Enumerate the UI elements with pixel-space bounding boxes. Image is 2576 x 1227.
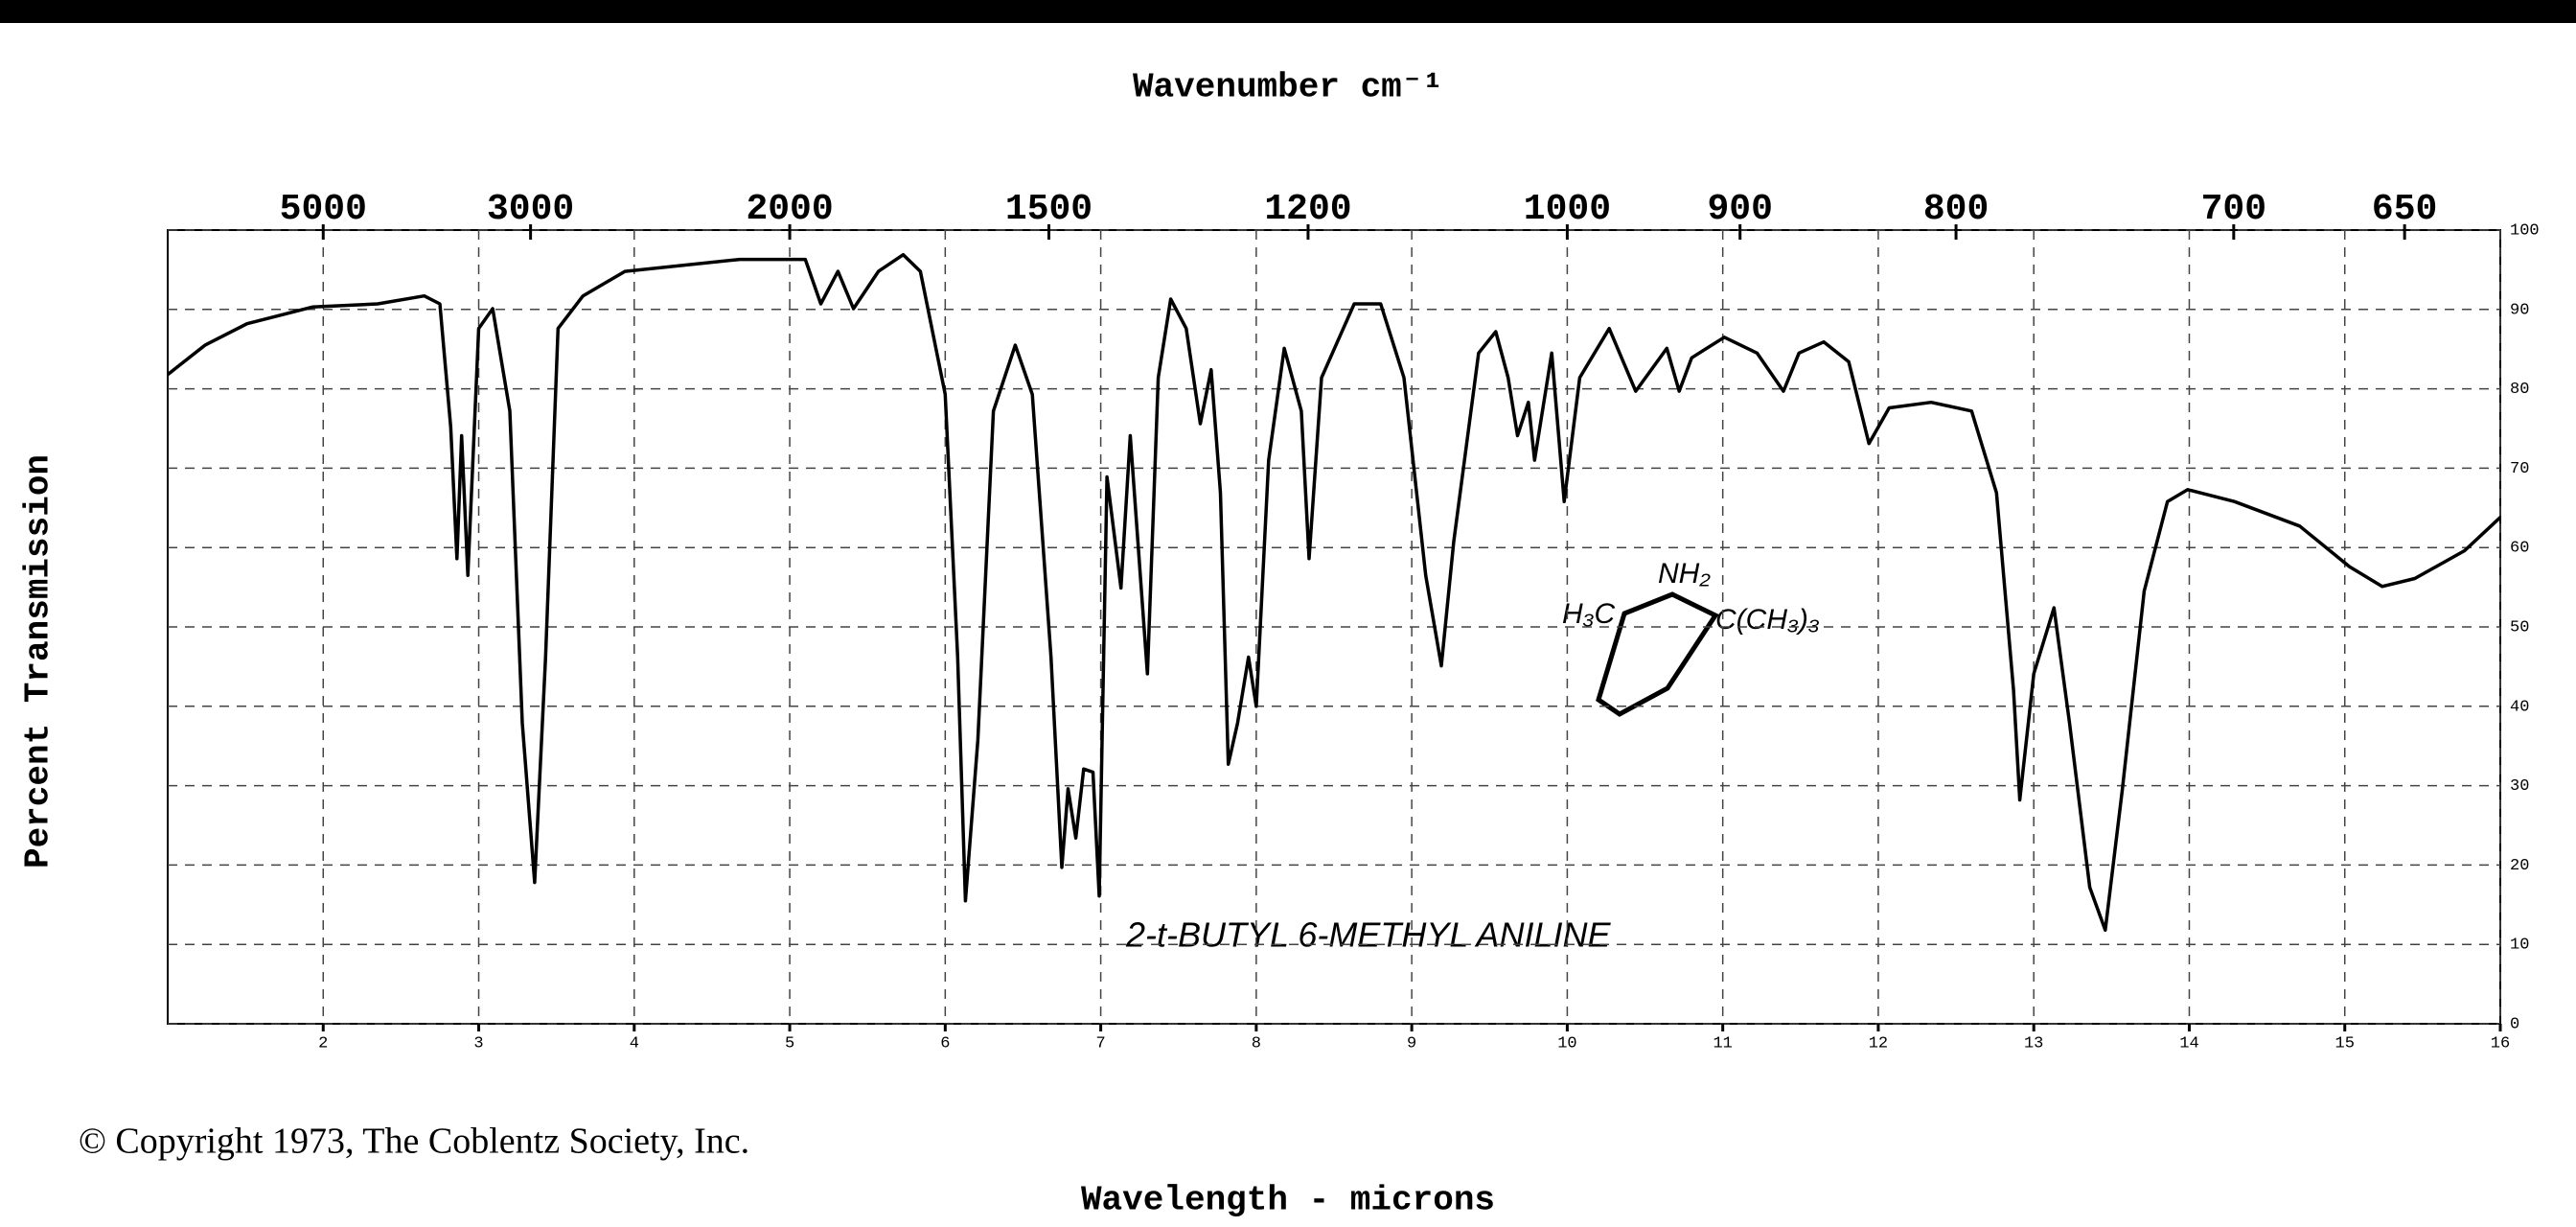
x-tick-label: 12 [1869,1034,1888,1053]
x-tick-label: 10 [1557,1034,1576,1053]
y-tick-label: 70 [2510,460,2529,478]
x-tick-label: 2 [318,1034,328,1053]
structure-nh2: NH₂ [1658,558,1711,590]
y-tick-label: 90 [2510,301,2529,319]
top-tick-label: 650 [2372,189,2437,230]
x-tick-label: 8 [1252,1034,1261,1053]
y-tick-label: 10 [2510,937,2529,955]
top-tick-label: 900 [1707,189,1772,230]
y-axis-title: Percent Transmission [19,454,58,868]
y-tick-label: 100 [2510,221,2540,240]
top-tick-label: 2000 [746,189,833,230]
x-tick-label: 16 [2491,1034,2510,1053]
x-tick-label: 9 [1407,1034,1416,1053]
x-tick-label: 14 [2179,1034,2198,1053]
top-tick-label: 1200 [1264,189,1351,230]
spectrum-line [166,252,2502,933]
top-tick-label: 800 [1923,189,1989,230]
x-tick-label: 5 [785,1034,794,1053]
y-tick-label: 50 [2510,618,2529,637]
y-tick-label: 60 [2510,540,2529,558]
top-tick-label: 1000 [1524,189,1611,230]
structure-tbutyl: C(CH₃)₃ [1715,604,1820,636]
x-tick-label: 4 [630,1034,639,1053]
copyright: © Copyright 1973, The Coblentz Society, … [79,1122,749,1162]
x-tick-label: 7 [1095,1034,1105,1053]
x-tick-label: 13 [2024,1034,2043,1053]
compound-name: 2-t-BUTYL 6-METHYL ANILINE [1125,915,1611,955]
top-tick-label: 1500 [1005,189,1092,230]
top-tick-label: 700 [2201,189,2266,230]
x-tick-label: 6 [940,1034,950,1053]
top-axis-title: Wavenumber cm⁻¹ [1133,68,1443,107]
structure-ring [1596,591,1719,717]
x-tick-label: 15 [2335,1034,2355,1053]
x-axis-title: Wavelength - microns [1081,1181,1495,1220]
y-tick-label: 40 [2510,698,2529,716]
top-bar [0,0,2576,23]
top-tick-label: 3000 [487,189,574,230]
y-tick-label: 80 [2510,381,2529,399]
y-tick-label: 0 [2510,1015,2519,1033]
x-tick-label: 11 [1713,1034,1732,1053]
y-tick-label: 20 [2510,857,2529,875]
x-tick-label: 3 [473,1034,483,1053]
structure-ch3: H₃C [1562,598,1616,630]
top-tick-label: 5000 [280,189,367,230]
y-tick-label: 30 [2510,777,2529,796]
